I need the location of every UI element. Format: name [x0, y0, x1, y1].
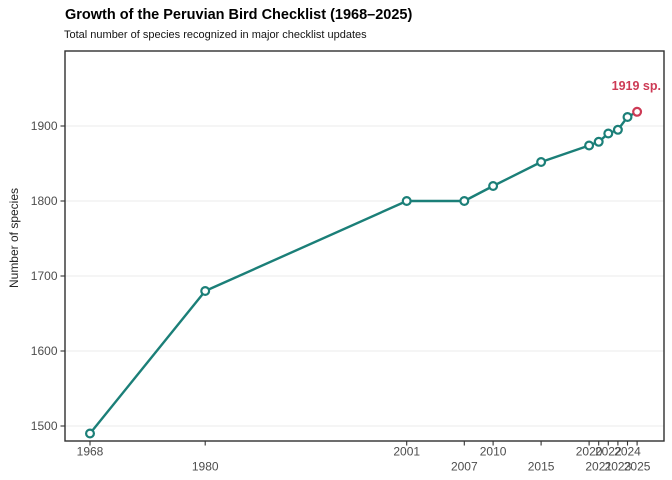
x-tick-label-2024: 2024 — [614, 445, 641, 459]
panel-border — [64, 50, 665, 442]
data-point-2020 — [584, 140, 595, 151]
x-tick-label-1968: 1968 — [77, 445, 104, 459]
data-point-2010 — [488, 181, 499, 192]
y-tick-label-1500: 1500 — [31, 419, 58, 433]
x-tick-label-2007: 2007 — [451, 460, 478, 474]
x-tick-label-2020: 2020 — [576, 445, 603, 459]
x-tick-label-1980: 1980 — [192, 460, 219, 474]
x-tick-label-2025: 2025 — [624, 460, 651, 474]
x-tick-label-2021: 2021 — [585, 460, 612, 474]
data-point-2015 — [536, 157, 547, 168]
data-point-2022 — [603, 128, 614, 139]
gridlines-layer — [65, 125, 664, 427]
y-tick-label-1800: 1800 — [31, 194, 58, 208]
y-tick-label-1900: 1900 — [31, 119, 58, 133]
x-tick-label-2010: 2010 — [480, 445, 507, 459]
data-point-highlight-2025 — [632, 106, 643, 117]
x-tick-label-2001: 2001 — [393, 445, 420, 459]
data-point-2007 — [459, 196, 470, 207]
annotation-label: 1919 sp. — [612, 79, 661, 93]
trend-line — [88, 110, 639, 435]
x-tick-label-2022: 2022 — [595, 445, 622, 459]
x-tick-label-2023: 2023 — [605, 460, 632, 474]
data-point-2023 — [612, 124, 623, 135]
data-point-2024 — [622, 111, 633, 122]
data-point-2021 — [593, 136, 604, 147]
y-tick-label-1700: 1700 — [31, 269, 58, 283]
data-point-2001 — [401, 196, 412, 207]
axes-layer: 1500 1600 1700 1800 1900 1968 2001 2010 20202022… — [31, 50, 665, 474]
data-point-1968 — [84, 428, 95, 439]
y-tick-label-1600: 1600 — [31, 344, 58, 358]
data-series-layer — [84, 106, 643, 439]
chart-title: Growth of the Peruvian Bird Checklist (1… — [65, 7, 413, 23]
chart-subtitle: Total number of species recognized in ma… — [64, 29, 367, 41]
data-point-1980 — [200, 286, 211, 297]
x-tick-label-2015: 2015 — [528, 460, 555, 474]
